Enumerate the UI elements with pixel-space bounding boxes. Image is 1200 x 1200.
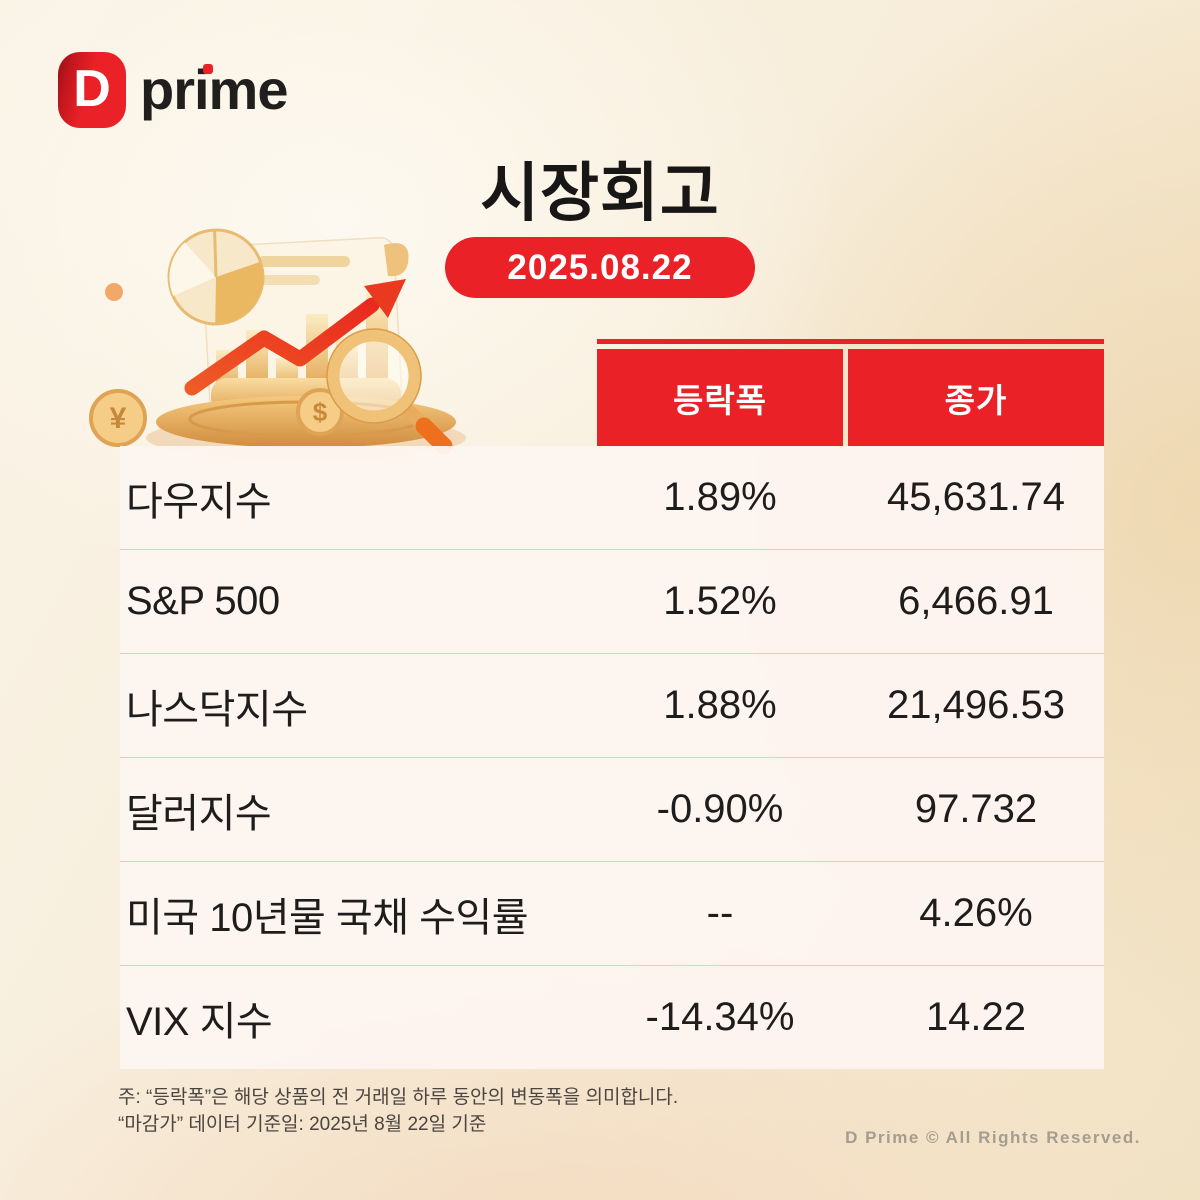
- table-row: 나스닥지수 1.88% 21,496.53: [120, 654, 1104, 758]
- pie-chart-icon: [167, 228, 265, 326]
- table-body: 다우지수 1.89% 45,631.74 S&P 500 1.52% 6,466…: [120, 446, 1104, 1069]
- rising-arrow-icon: [184, 279, 406, 396]
- row-close-value: 14.22: [925, 995, 1027, 1039]
- footnote-line1: 주: “등락폭”은 해당 상품의 전 거래일 하루 동안의 변동폭을 의미합니다…: [118, 1087, 679, 1108]
- coin-dollar-icon: $: [296, 388, 344, 436]
- row-label: 나스닥지수: [126, 687, 308, 732]
- table-row: 다우지수 1.89% 45,631.74: [120, 446, 1104, 550]
- row-change-value: -14.34%: [645, 995, 795, 1039]
- date-badge: 2025.08.22: [445, 237, 755, 298]
- brand-d-icon: D: [58, 52, 126, 128]
- row-label: VIX 지수: [126, 999, 273, 1044]
- copyright-text: D Prime © All Rights Reserved.: [845, 1128, 1141, 1147]
- brand-d-letter: D: [73, 60, 111, 118]
- row-change-value: -0.90%: [656, 787, 784, 831]
- svg-text:¥: ¥: [110, 402, 127, 435]
- brand-logo: D prime: [58, 52, 288, 128]
- logo-i-dot: [203, 64, 213, 74]
- row-close-value: 97.732: [914, 787, 1038, 831]
- row-label: 다우지수: [126, 479, 272, 524]
- row-change-value: --: [706, 891, 734, 935]
- row-close-value: 21,496.53: [887, 683, 1065, 727]
- svg-text:$: $: [313, 397, 328, 427]
- market-growth-illustration: ¥ $: [89, 228, 466, 460]
- row-label: 미국 10년물 국채 수익률: [126, 895, 529, 940]
- brand-logo-text: prime: [140, 58, 288, 121]
- header-accent-line: [597, 339, 1104, 344]
- decor-line-1: [258, 256, 350, 267]
- table-row: VIX 지수 -14.34% 14.22: [120, 966, 1104, 1069]
- row-change-value: 1.89%: [663, 475, 777, 519]
- table-row: 달러지수 -0.90% 97.732: [120, 758, 1104, 862]
- magnifier-icon: [326, 328, 453, 455]
- decor-dot: [105, 283, 123, 301]
- date-text: 2025.08.22: [507, 247, 693, 287]
- column-header-close: 종가: [848, 349, 1104, 446]
- row-label: 달러지수: [126, 791, 272, 836]
- column-header-change: 등락폭: [597, 349, 843, 446]
- row-change-value: 1.88%: [663, 683, 777, 727]
- table-row: S&P 500 1.52% 6,466.91: [120, 550, 1104, 654]
- table-row: 미국 10년물 국채 수익률 -- 4.26%: [120, 862, 1104, 966]
- row-close-value: 4.26%: [919, 891, 1033, 935]
- coin-yen-icon: ¥: [89, 389, 147, 447]
- footnote-line2: “마감가” 데이터 기준일: 2025년 8월 22일 기준: [118, 1114, 487, 1135]
- decor-line-2: [258, 275, 320, 285]
- row-close-value: 45,631.74: [887, 475, 1065, 519]
- paper-curl: [384, 243, 409, 277]
- page-title: 시장회고: [480, 157, 720, 229]
- row-label: S&P 500: [126, 579, 280, 623]
- row-close-value: 6,466.91: [898, 579, 1054, 623]
- row-change-value: 1.52%: [663, 579, 777, 623]
